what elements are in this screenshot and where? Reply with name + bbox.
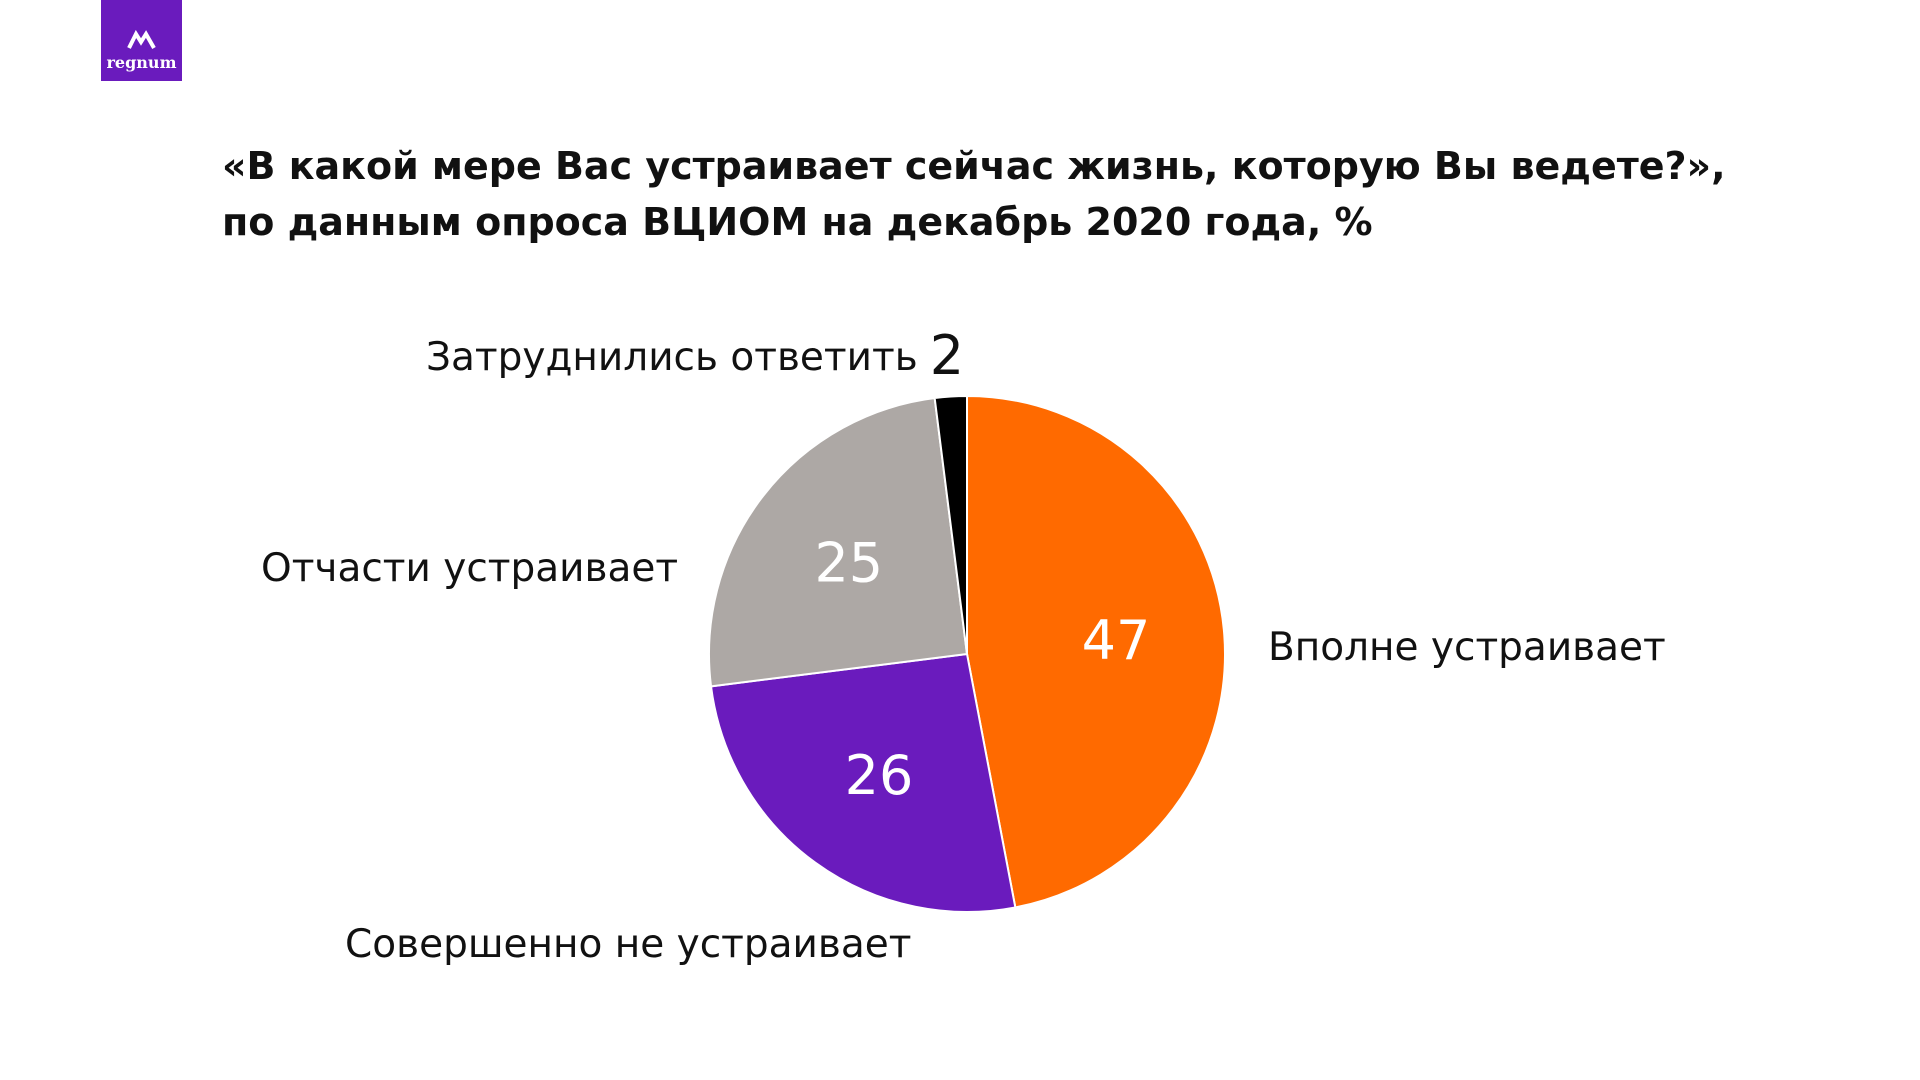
regnum-logo: regnum: [101, 0, 182, 81]
slice-value-full: 47: [1082, 609, 1151, 672]
legend-label-partial: Отчасти устраивает: [261, 546, 678, 591]
pie-slice-unsure: [933, 394, 968, 655]
slice-name-partial: Отчасти устраивает: [261, 546, 679, 591]
chart-title-line-2: по данным опроса ВЦИОМ на декабрь 2020 г…: [222, 200, 1373, 244]
logo-text: regnum: [106, 53, 177, 72]
slice-value-unsure: 2: [929, 324, 965, 387]
slice-name-full: Вполне устраивает: [1268, 625, 1666, 670]
legend-label-none: Совершенно не устраивает: [345, 922, 912, 967]
mountain-icon: [127, 30, 156, 49]
legend-label-unsure: Затруднились ответить 2: [426, 324, 964, 387]
pie-slice-partial: [708, 396, 969, 688]
pie-slice-none: [709, 652, 1017, 913]
slice-name-none: Совершенно не устраивает: [345, 922, 912, 967]
slice-value-partial: 25: [814, 531, 883, 594]
slice-value-none: 26: [845, 744, 914, 807]
chart-title: «В какой мере Вас устраивает сейчас жизн…: [222, 138, 1822, 250]
chart-title-line-1: «В какой мере Вас устраивает сейчас жизн…: [222, 144, 1726, 188]
pie-slice-full: [966, 394, 1226, 909]
legend-label-full: Вполне устраивает: [1268, 625, 1666, 670]
slice-name-unsure: Затруднились ответить: [426, 335, 918, 380]
